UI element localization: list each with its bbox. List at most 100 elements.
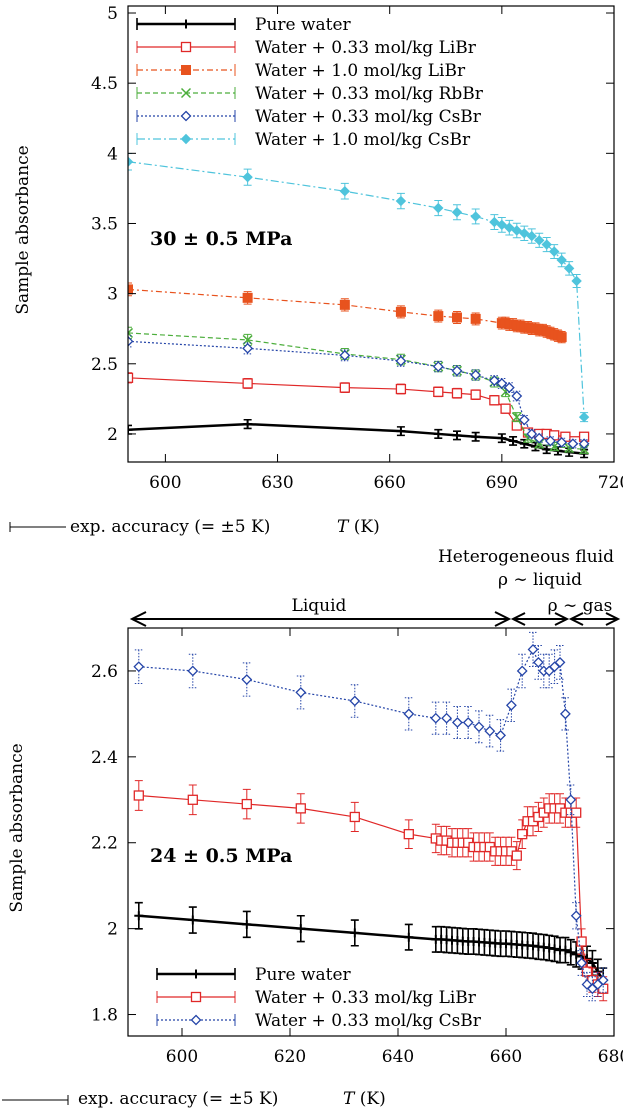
legend-swatch-marker [181,65,191,75]
y-axis-label-top: Sample absorbance [13,145,33,314]
data-point [488,375,500,387]
data-point [396,426,406,436]
data-point [554,656,566,668]
region-heterogeneous-label: Heterogeneous fluid [438,547,614,567]
region-liquid-label: Liquid [292,596,347,616]
data-point [565,794,577,806]
data-point [441,712,453,724]
legend-label: Water + 0.33 mol/kg RbBr [255,84,484,104]
legend-label: Water + 0.33 mol/kg LiBr [255,988,477,1008]
data-point [489,216,500,228]
error-bar [128,335,132,348]
chart-top: Sample absorbance T (K) exp. accuracy (=… [9,4,623,537]
data-point [503,382,515,394]
data-point [296,924,306,934]
data-point [462,717,474,728]
data-point [295,687,307,698]
footnote-top: exp. accuracy (= ±5 K) [9,517,270,537]
legend-swatch-caps [136,64,236,76]
y-tick-label: 2.6 [91,662,118,682]
data-point [128,335,134,347]
data-point [526,230,537,242]
data-point [433,429,443,439]
series-line [128,288,562,338]
data-point [527,644,539,655]
data-point [395,355,407,367]
x-tick-label: 720 [598,473,623,493]
series-water-0-33-mol-kg-csbr [128,335,590,450]
data-point [451,207,463,218]
legend-item-water-0-33-mol-kg-csbr: Water + 0.33 mol/kg CsBr [136,107,482,127]
y-tick-label: 2 [107,425,118,445]
legend-item-water-0-33-mol-kg-rbbr: Water + 0.33 mol/kg RbBr [136,84,484,104]
data-point [241,798,252,810]
series-pure-water [128,418,589,459]
data-point [242,342,254,354]
error-bar [534,644,543,680]
y-tick-label: 2 [107,920,118,940]
data-point [395,383,407,395]
legend-item-water-1-0-mol-kg-csbr: Water + 1.0 mol/kg CsBr [136,130,471,150]
data-point [560,945,570,955]
data-point [571,275,582,287]
legend-label: Water + 1.0 mol/kg LiBr [255,61,466,81]
axis-ticks-bottom: 600 620 640 660 680 1.8 2 2.2 2.4 2.6 [91,628,623,1067]
legend-swatch-caps [136,87,236,99]
legend-swatch-marker [181,19,191,29]
data-point [188,915,198,925]
data-point [550,944,560,954]
data-point [495,729,507,741]
y-tick-label: 2.2 [91,834,118,854]
error-bar [242,662,251,697]
data-point [403,828,414,840]
data-point [519,228,530,239]
series-line [128,161,585,418]
plot-frame-top [127,5,615,463]
legend-swatch-marker [180,110,192,122]
data-point [556,254,567,266]
legend-swatch-caps [136,41,236,53]
legend-item-water-0-33-mol-kg-csbr: Water + 0.33 mol/kg CsBr [156,1011,482,1031]
data-point [559,708,571,720]
plot-frame-bottom [127,627,615,1037]
legend-swatch-marker [191,969,201,979]
legend-swatch-caps [156,1014,236,1026]
axis-ticks-top: 600 630 660 690 720 2 2.5 3 3.5 4 4.5 5 [91,4,623,493]
footnote-text-top: exp. accuracy (= ±5 K) [70,517,270,537]
error-bar [566,784,575,816]
series-line [128,332,585,450]
data-point [470,313,481,324]
data-point [339,185,351,197]
data-point [339,299,350,310]
data-point [339,382,350,393]
region-rho-gas-arrow [568,612,621,626]
data-point [134,911,144,921]
data-point [187,794,198,805]
series-water-1-0-mol-kg-libr [128,282,567,344]
data-point [504,222,515,233]
legend-bottom: Pure water Water + 0.33 mol/kg LiBr Water … [156,965,482,1031]
data-point [395,306,406,317]
data-point [128,284,133,295]
data-point [451,312,462,323]
data-point [452,430,462,440]
data-point [587,958,597,968]
legend-label: Pure water [255,15,352,35]
data-point [534,438,545,449]
data-point [545,435,556,447]
data-point [526,428,538,440]
region-rho-liquid-arrow [510,612,570,626]
x-axis-label-top: T (K) [337,517,380,537]
x-tick-label: 600 [166,1047,198,1067]
error-bar [134,649,143,684]
chart-bottom: Sample absorbance T (K) exp. accuracy (=… [2,547,623,1109]
y-tick-label: 3 [107,285,118,305]
y-tick-label: 5 [107,4,118,24]
data-point [451,388,463,399]
error-bar [128,282,132,297]
data-point [433,386,444,397]
data-point [516,665,528,677]
legend-item-pure-water: Pure water [156,965,352,985]
x-tick-label: 620 [274,1047,306,1067]
data-point [576,957,588,969]
